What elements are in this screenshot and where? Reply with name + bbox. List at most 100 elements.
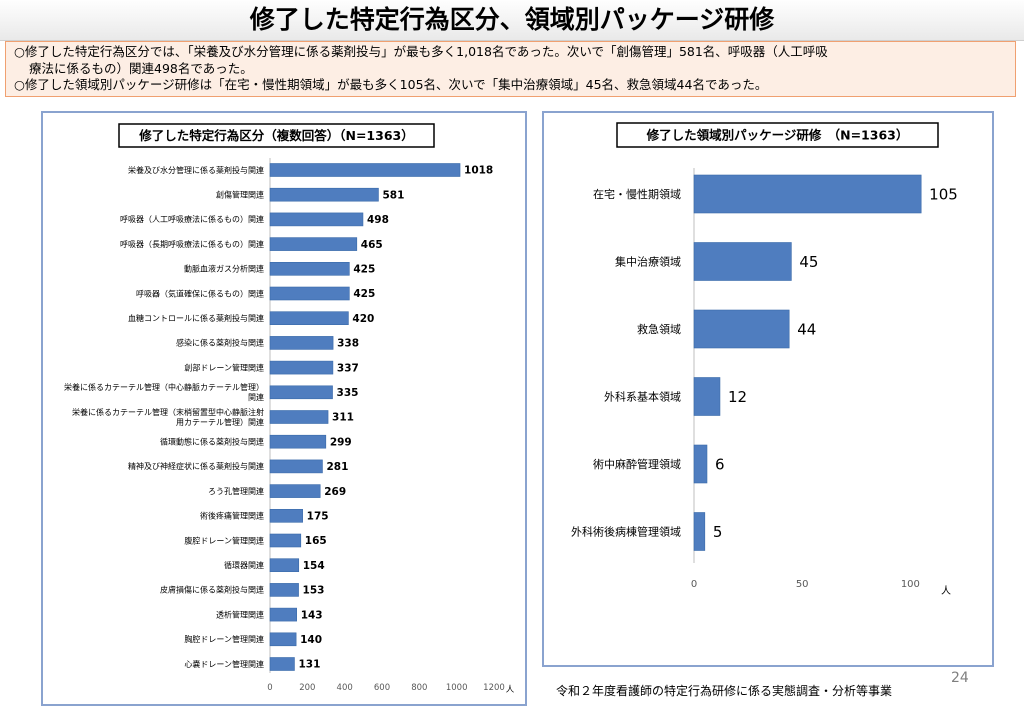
chart-title: 修了した特定行為区分（複数回答）（N=1363） — [138, 128, 413, 143]
category-label: 感染に係る薬剤投与関連 — [176, 338, 264, 348]
bar — [269, 385, 333, 400]
x-tick-label: 0 — [691, 579, 697, 590]
data-label: 131 — [298, 659, 320, 671]
category-label: 腹腔ドレーン管理関連 — [184, 535, 264, 545]
category-label: 栄養及び水分管理に係る薬剤投与関連 — [128, 165, 264, 175]
category-label: 外科術後病棟管理領域 — [571, 524, 681, 538]
category-label: 用カテーテル管理）関連 — [176, 417, 264, 427]
bar — [269, 311, 349, 325]
category-label: 栄養に係るカテーテル管理（末梢留置型中心静脈注射 — [72, 407, 264, 417]
data-label: 45 — [799, 253, 818, 271]
bar — [269, 533, 302, 548]
data-label: 140 — [300, 634, 322, 646]
data-label: 581 — [382, 189, 404, 201]
source-footnote: 令和２年度看護師の特定行為研修に係る実態調査・分析等事業 — [556, 684, 893, 698]
chart-title-box — [616, 122, 939, 148]
category-label: 集中治療領域 — [615, 254, 681, 268]
data-label: 335 — [337, 387, 359, 399]
category-label: 外科系基本領域 — [604, 389, 681, 403]
category-label: 呼吸器（長期呼吸療法に係るもの）関連 — [120, 239, 264, 249]
data-label: 6 — [715, 455, 725, 473]
data-label: 425 — [353, 263, 375, 275]
data-label: 175 — [307, 510, 329, 522]
chart-title-box — [118, 123, 435, 148]
x-tick-label: 600 — [374, 683, 390, 693]
data-label: 153 — [303, 585, 325, 597]
category-label: 精神及び神経症状に係る薬剤投与関連 — [128, 461, 264, 471]
data-label: 105 — [929, 185, 958, 203]
page-number: 24 — [951, 670, 969, 686]
bar — [269, 237, 358, 251]
x-tick-label: 400 — [337, 683, 353, 693]
data-label: 1018 — [464, 165, 493, 177]
data-label: 143 — [301, 609, 323, 621]
bar — [269, 459, 323, 474]
data-label: 12 — [728, 388, 747, 406]
x-axis-unit: 人 — [941, 585, 951, 597]
bar — [269, 607, 297, 622]
data-label: 498 — [367, 214, 389, 226]
bar — [269, 583, 299, 597]
bar — [269, 286, 350, 301]
x-tick-label: 800 — [411, 683, 427, 693]
category-label: 創部ドレーン管理関連 — [184, 362, 264, 372]
bar — [693, 377, 721, 416]
category-label: ろう孔管理関連 — [208, 486, 264, 496]
bar — [269, 187, 379, 202]
summary-line: ○修了した特定行為区分では、「栄養及び水分管理に係る薬剤投与」が最も多く1,01… — [14, 44, 828, 59]
category-label: 術中麻酔管理領域 — [593, 457, 681, 471]
x-tick-label: 50 — [796, 579, 809, 590]
data-label: 299 — [330, 436, 352, 448]
bar — [269, 484, 321, 498]
data-label: 420 — [352, 313, 374, 325]
specific-acts-bar-chart: 修了した特定行為区分（複数回答）（N=1363） 0 200 400 600 800 100… — [64, 123, 515, 695]
category-label: 関連 — [248, 392, 264, 402]
data-label: 281 — [326, 461, 348, 473]
category-label: 動脈血液ガス分析関連 — [184, 264, 264, 274]
bar — [693, 242, 792, 281]
category-label: 呼吸器（人工呼吸療法に係るもの）関連 — [120, 214, 264, 224]
bar — [269, 360, 334, 375]
bar — [693, 512, 706, 551]
bar — [269, 657, 295, 671]
x-tick-label: 1200 — [483, 683, 505, 693]
x-tick-label: 100 — [901, 579, 920, 590]
category-label: 心嚢ドレーン管理関連 — [184, 659, 264, 669]
bar — [269, 558, 300, 573]
data-label: 44 — [797, 320, 816, 338]
x-tick-label: 0 — [267, 683, 272, 693]
bar — [693, 174, 922, 214]
category-label: 在宅・慢性期領域 — [593, 187, 681, 201]
specific-acts-chart-panel: 修了した特定行為区分（複数回答）（N=1363） 0 200 400 600 800 100… — [41, 111, 527, 706]
data-label: 425 — [353, 288, 375, 300]
category-label: 透析管理関連 — [216, 609, 264, 619]
category-label: 胸腔ドレーン管理関連 — [184, 634, 264, 644]
summary-box: ○修了した特定行為区分では、「栄養及び水分管理に係る薬剤投与」が最も多く1,01… — [5, 41, 1016, 97]
page-title: 修了した特定行為区分、領域別パッケージ研修 — [249, 5, 775, 34]
chart-title: 修了した領域別パッケージ研修 （N=1363） — [646, 128, 909, 143]
bar — [693, 309, 790, 349]
bar — [693, 444, 708, 484]
bar — [269, 632, 297, 647]
summary-line: 療法に係るもの）関連498名であった。 — [29, 60, 253, 76]
x-tick-label: 200 — [299, 683, 315, 693]
data-label: 5 — [713, 523, 723, 541]
bar — [269, 410, 329, 424]
x-tick-label: 1000 — [446, 683, 468, 693]
category-label: 栄養に係るカテーテル管理（中心静脈カテーテル管理） — [64, 382, 264, 392]
package-training-chart-panel: 修了した領域別パッケージ研修 （N=1363） 0 50 100 人 105 在宅・慢性期領… — [542, 111, 994, 667]
category-label: 循環動態に係る薬剤投与関連 — [160, 437, 264, 447]
data-label: 311 — [332, 412, 354, 424]
data-label: 269 — [324, 486, 346, 498]
category-label: 術後疼痛管理関連 — [200, 511, 264, 521]
category-label: 循環器関連 — [224, 560, 264, 570]
title-bar: 修了した特定行為区分、領域別パッケージ研修 — [0, 0, 1024, 41]
data-label: 154 — [303, 560, 325, 572]
bar — [269, 163, 461, 177]
bar — [269, 336, 334, 350]
x-axis-unit: 人 — [506, 685, 515, 695]
data-label: 337 — [337, 362, 359, 374]
bar — [269, 212, 364, 227]
data-label: 165 — [305, 535, 327, 547]
bar — [269, 508, 303, 523]
